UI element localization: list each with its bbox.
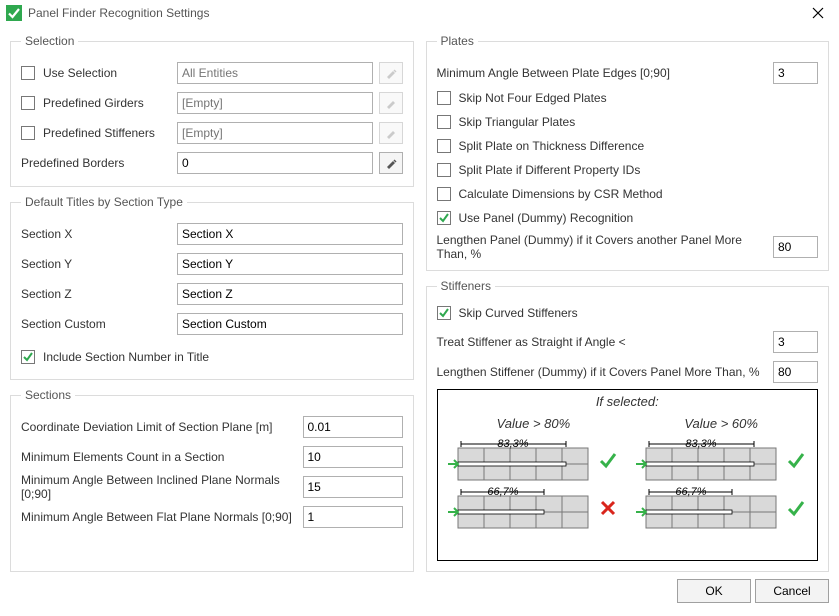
predef-stiffeners-label: Predefined Stiffeners — [43, 126, 155, 140]
predef-girders-picker — [379, 92, 403, 114]
picker-icon — [385, 97, 397, 109]
use-dummy-check[interactable]: Use Panel (Dummy) Recognition — [437, 206, 819, 230]
section-custom-label: Section Custom — [21, 317, 171, 331]
ok-button[interactable]: OK — [677, 579, 751, 603]
plates-group: Plates Minimum Angle Between Plate Edges… — [426, 34, 830, 271]
diagram-title: If selected: — [444, 394, 812, 412]
section-z-label: Section Z — [21, 287, 171, 301]
split-thickness-check[interactable]: Split Plate on Thickness Difference — [437, 134, 819, 158]
section-y-field[interactable] — [177, 253, 403, 275]
min-angle-flat-label: Minimum Angle Between Flat Plane Normals… — [21, 510, 297, 524]
diagram-right-row2: 66,7% — [636, 486, 806, 530]
plates-legend: Plates — [437, 34, 478, 48]
coord-dev-field[interactable] — [303, 416, 403, 438]
cross-icon — [598, 498, 618, 518]
picker-icon — [385, 127, 397, 139]
skip-four-edged-check[interactable]: Skip Not Four Edged Plates — [437, 86, 819, 110]
check-icon — [786, 450, 806, 470]
predef-stiffeners-field — [177, 122, 373, 144]
diagram-left: Value > 80% — [444, 412, 624, 530]
svg-text:83,3%: 83,3% — [686, 438, 717, 450]
diagram-right-label: Value > 60% — [684, 412, 758, 434]
svg-text:83,3%: 83,3% — [498, 438, 529, 450]
predef-girders-check[interactable]: Predefined Girders — [21, 91, 171, 115]
predef-stiffeners-check[interactable]: Predefined Stiffeners — [21, 121, 171, 145]
stiffeners-legend: Stiffeners — [437, 279, 495, 293]
coord-dev-label: Coordinate Deviation Limit of Section Pl… — [21, 420, 297, 434]
csr-method-label: Calculate Dimensions by CSR Method — [459, 187, 663, 201]
section-x-field[interactable] — [177, 223, 403, 245]
lengthen-stiff-field[interactable] — [773, 361, 818, 383]
predef-borders-picker[interactable] — [379, 152, 403, 174]
include-section-number-label: Include Section Number in Title — [43, 350, 209, 364]
svg-text:66,7%: 66,7% — [676, 486, 707, 498]
check-icon — [598, 450, 618, 470]
section-z-field[interactable] — [177, 283, 403, 305]
selection-legend: Selection — [21, 34, 78, 48]
use-selection-label: Use Selection — [43, 66, 117, 80]
csr-method-check[interactable]: Calculate Dimensions by CSR Method — [437, 182, 819, 206]
app-check-icon — [6, 5, 22, 21]
check-icon — [786, 498, 806, 518]
cancel-button[interactable]: Cancel — [755, 579, 829, 603]
use-selection-picker — [379, 62, 403, 84]
diagram-right: Value > 60% — [631, 412, 811, 530]
min-elem-field[interactable] — [303, 446, 403, 468]
predef-borders-field[interactable] — [177, 152, 373, 174]
skip-curved-check[interactable]: Skip Curved Stiffeners — [437, 301, 819, 325]
selection-group: Selection Use Selection Predefined Girde… — [10, 34, 414, 187]
stiffener-diagram: If selected: Value > 80% — [437, 389, 819, 561]
treat-straight-field[interactable] — [773, 331, 818, 353]
sections-legend: Sections — [21, 388, 75, 402]
lengthen-panel-label: Lengthen Panel (Dummy) if it Covers anot… — [437, 233, 768, 261]
svg-text:66,7%: 66,7% — [488, 486, 519, 498]
plate-min-angle-field[interactable] — [773, 62, 818, 84]
section-y-label: Section Y — [21, 257, 171, 271]
window-title: Panel Finder Recognition Settings — [28, 6, 803, 20]
lengthen-panel-field[interactable] — [773, 236, 818, 258]
picker-icon — [385, 67, 397, 79]
diagram-right-row1: 83,3% — [636, 438, 806, 482]
min-angle-flat-field[interactable] — [303, 506, 403, 528]
close-icon — [812, 7, 824, 19]
use-dummy-label: Use Panel (Dummy) Recognition — [459, 211, 634, 225]
predef-girders-label: Predefined Girders — [43, 96, 144, 110]
lengthen-stiff-label: Lengthen Stiffener (Dummy) if it Covers … — [437, 365, 768, 379]
min-elem-label: Minimum Elements Count in a Section — [21, 450, 297, 464]
diagram-left-row1: 83,3% — [448, 438, 618, 482]
include-section-number-check[interactable]: Include Section Number in Title — [21, 345, 403, 369]
sections-group: Sections Coordinate Deviation Limit of S… — [10, 388, 414, 572]
split-thickness-label: Split Plate on Thickness Difference — [459, 139, 645, 153]
treat-straight-label: Treat Stiffener as Straight if Angle < — [437, 335, 768, 349]
close-button[interactable] — [803, 0, 833, 26]
stiffeners-group: Stiffeners Skip Curved Stiffeners Treat … — [426, 279, 830, 572]
skip-four-edged-label: Skip Not Four Edged Plates — [459, 91, 607, 105]
min-angle-incl-field[interactable] — [303, 476, 403, 498]
skip-curved-label: Skip Curved Stiffeners — [459, 306, 578, 320]
skip-triangular-check[interactable]: Skip Triangular Plates — [437, 110, 819, 134]
diagram-left-label: Value > 80% — [497, 412, 571, 434]
split-property-check[interactable]: Split Plate if Different Property IDs — [437, 158, 819, 182]
min-angle-incl-label: Minimum Angle Between Inclined Plane Nor… — [21, 473, 297, 501]
plate-min-angle-label: Minimum Angle Between Plate Edges [0;90] — [437, 66, 768, 80]
diagram-left-row2: 66,7% — [448, 486, 618, 530]
use-selection-field — [177, 62, 373, 84]
use-selection-check[interactable]: Use Selection — [21, 61, 171, 85]
section-x-label: Section X — [21, 227, 171, 241]
skip-triangular-label: Skip Triangular Plates — [459, 115, 576, 129]
predef-girders-field — [177, 92, 373, 114]
predef-borders-label: Predefined Borders — [21, 156, 171, 170]
predef-stiffeners-picker — [379, 122, 403, 144]
split-property-label: Split Plate if Different Property IDs — [459, 163, 641, 177]
picker-icon — [385, 157, 397, 169]
titles-legend: Default Titles by Section Type — [21, 195, 187, 209]
titles-group: Default Titles by Section Type Section X… — [10, 195, 414, 380]
section-custom-field[interactable] — [177, 313, 403, 335]
